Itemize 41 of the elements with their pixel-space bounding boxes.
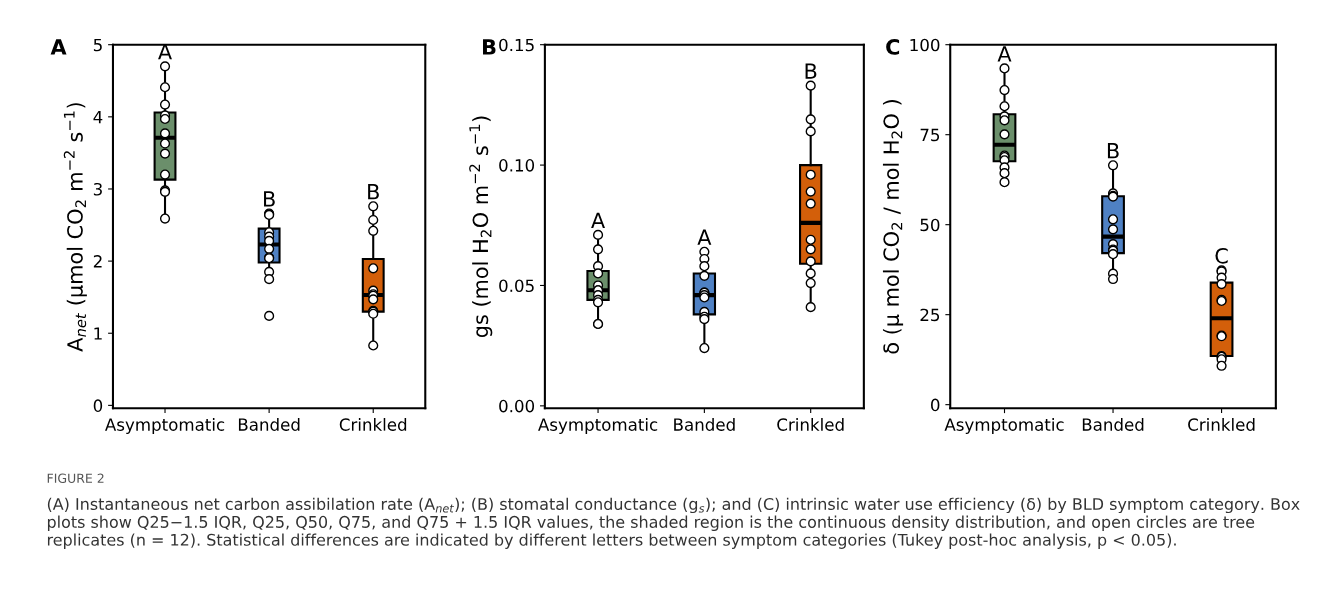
x-tick-label: Banded <box>1082 417 1144 431</box>
chart-title: C <box>886 39 900 55</box>
x-tick-label: Crinkled <box>339 417 407 431</box>
y-tick-label: 0 <box>93 399 103 412</box>
text: (A) Instantaneous net carbon assibilation rate (A$_{net}$); (B) stomatal conductance (g$_{s}$); and (C) intrinsic water use efficiency (δ) by BLD symptom category. Box plots show Q25−1.5 IQR, Q25, Q50, Q75, and Q75 + 1.5 IQR values, the shaded region is the continuous density distribution, and open circles are tree replicates (n = 12). Statistical differences are indicated by different letters between symptom categories (Tukey post-hoc analysis, p < 0.05). <box>47 497 1300 549</box>
y-tick-label: 0 <box>931 398 940 412</box>
text: A$_{net}$ (µmol CO$_{2}$ m$^{−2}$ s$^{−1}$) <box>63 103 87 352</box>
x-tick-label: Crinkled <box>1188 417 1255 431</box>
annotation: A <box>158 44 172 60</box>
annotation: B <box>1107 143 1119 159</box>
annotation: C <box>1215 247 1228 264</box>
y-tick-label: 4 <box>93 111 103 124</box>
y-tick-label: 0.05 <box>499 279 534 293</box>
y-tick-label: 2 <box>93 255 102 268</box>
x-tick-label: Asymptomatic <box>105 417 225 435</box>
annotation: B <box>805 63 817 79</box>
annotation: B <box>264 191 275 207</box>
y-axis-title: δ (µ mol CO$_{2}$ / mol H$_{2}$O ) <box>882 100 904 354</box>
caption: FIGURE 2 <box>47 473 104 483</box>
annotation: A <box>591 212 605 228</box>
y-tick-label: 25 <box>920 308 940 322</box>
y-tick-label: 5 <box>93 38 102 52</box>
y-tick-label: 50 <box>920 218 940 232</box>
y-tick-label: 3 <box>93 182 102 196</box>
y-tick-label: 0.00 <box>499 399 535 413</box>
y-tick-label: 1 <box>94 327 102 340</box>
y-axis-title: gs (mol H$_{2}$O m$^{−2}$ s$^{−1}$) <box>469 116 493 338</box>
annotation: A <box>997 46 1012 62</box>
y-tick-label: 0.10 <box>499 159 535 172</box>
x-tick-label: Asymptomatic <box>538 417 658 435</box>
annotation: B <box>368 184 379 200</box>
y-tick-label: 100 <box>910 38 940 52</box>
y-tick-label: 0.15 <box>499 38 534 52</box>
x-tick-label: Crinkled <box>777 417 844 431</box>
x-tick-label: Banded <box>674 417 735 431</box>
chart-title: A <box>50 39 67 55</box>
y-tick-label: 75 <box>920 128 940 142</box>
annotation: A <box>697 229 712 245</box>
x-tick-label: Banded <box>238 417 300 431</box>
chart-title: B <box>483 39 496 55</box>
x-tick-label: Asymptomatic <box>944 417 1064 435</box>
